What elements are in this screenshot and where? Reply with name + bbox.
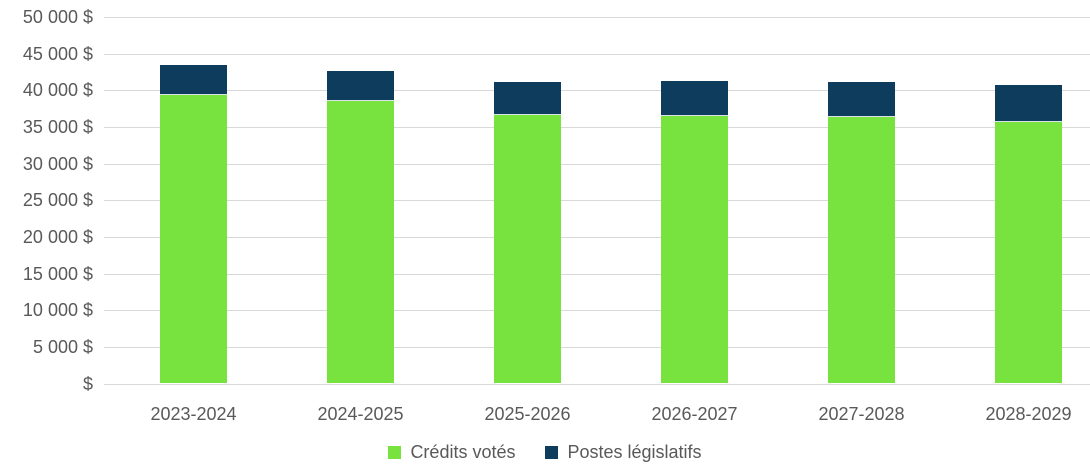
x-axis-category-label: 2023-2024 bbox=[150, 404, 237, 424]
bar-segment-postes-legislatifs bbox=[995, 85, 1062, 122]
y-axis-tick-label: 25 000 $ bbox=[22, 190, 93, 211]
gridline bbox=[104, 53, 1090, 55]
bar-segment-credits-votes bbox=[661, 115, 728, 384]
gridline bbox=[104, 163, 1090, 165]
postes-legislatifs-swatch-icon bbox=[545, 445, 559, 459]
y-axis-tick-label: 30 000 $ bbox=[22, 153, 93, 174]
x-axis-category-label: 2028-2029 bbox=[985, 404, 1072, 424]
bar-segment-credits-votes bbox=[995, 121, 1062, 384]
legend-item-credits-votes: Crédits votés bbox=[388, 441, 515, 463]
bar-segment-credits-votes bbox=[327, 100, 394, 384]
y-axis-tick-label: 35 000 $ bbox=[22, 116, 93, 137]
chart-legend: Crédits votés Postes législatifs bbox=[0, 441, 1090, 463]
y-axis-tick-label: 45 000 $ bbox=[22, 43, 93, 64]
credits-votes-swatch-icon bbox=[388, 445, 402, 459]
x-axis-category-label: 2027-2028 bbox=[818, 404, 905, 424]
credits-votes-label: Crédits votés bbox=[410, 442, 516, 462]
y-axis-tick-label: $ bbox=[82, 373, 93, 394]
legend-item-postes-legislatifs: Postes législatifs bbox=[545, 441, 702, 463]
gridline bbox=[104, 236, 1090, 238]
bar-segment-postes-legislatifs bbox=[661, 80, 728, 116]
gridline bbox=[104, 17, 1090, 18]
gridline bbox=[104, 90, 1090, 92]
bar-segment-postes-legislatifs bbox=[160, 65, 227, 96]
x-axis-category-label: 2025-2026 bbox=[484, 404, 571, 424]
bar-segment-postes-legislatifs bbox=[327, 70, 394, 101]
x-axis-category-label: 2024-2025 bbox=[317, 404, 404, 424]
gridline bbox=[104, 310, 1090, 312]
gridline bbox=[104, 126, 1090, 128]
gridline bbox=[104, 273, 1090, 275]
bar-segment-postes-legislatifs bbox=[828, 81, 895, 118]
bar-segment-postes-legislatifs bbox=[494, 81, 561, 116]
bar-segment-credits-votes bbox=[828, 117, 895, 384]
x-axis-category-label: 2026-2027 bbox=[651, 404, 738, 424]
y-axis-tick-label: 5 000 $ bbox=[32, 336, 93, 357]
bar-segment-credits-votes bbox=[494, 115, 561, 384]
y-axis-tick-label: 15 000 $ bbox=[22, 263, 93, 284]
y-axis-tick-label: 10 000 $ bbox=[22, 300, 93, 321]
bar-segment-credits-votes bbox=[160, 95, 227, 384]
gridline bbox=[104, 383, 1090, 385]
postes-legislatifs-label: Postes législatifs bbox=[567, 442, 702, 462]
gridline bbox=[104, 200, 1090, 202]
y-axis-tick-label: 20 000 $ bbox=[22, 226, 93, 247]
y-axis-tick-label: 40 000 $ bbox=[22, 80, 93, 101]
gridline bbox=[104, 346, 1090, 348]
y-axis-tick-label: 50 000 $ bbox=[22, 7, 93, 27]
